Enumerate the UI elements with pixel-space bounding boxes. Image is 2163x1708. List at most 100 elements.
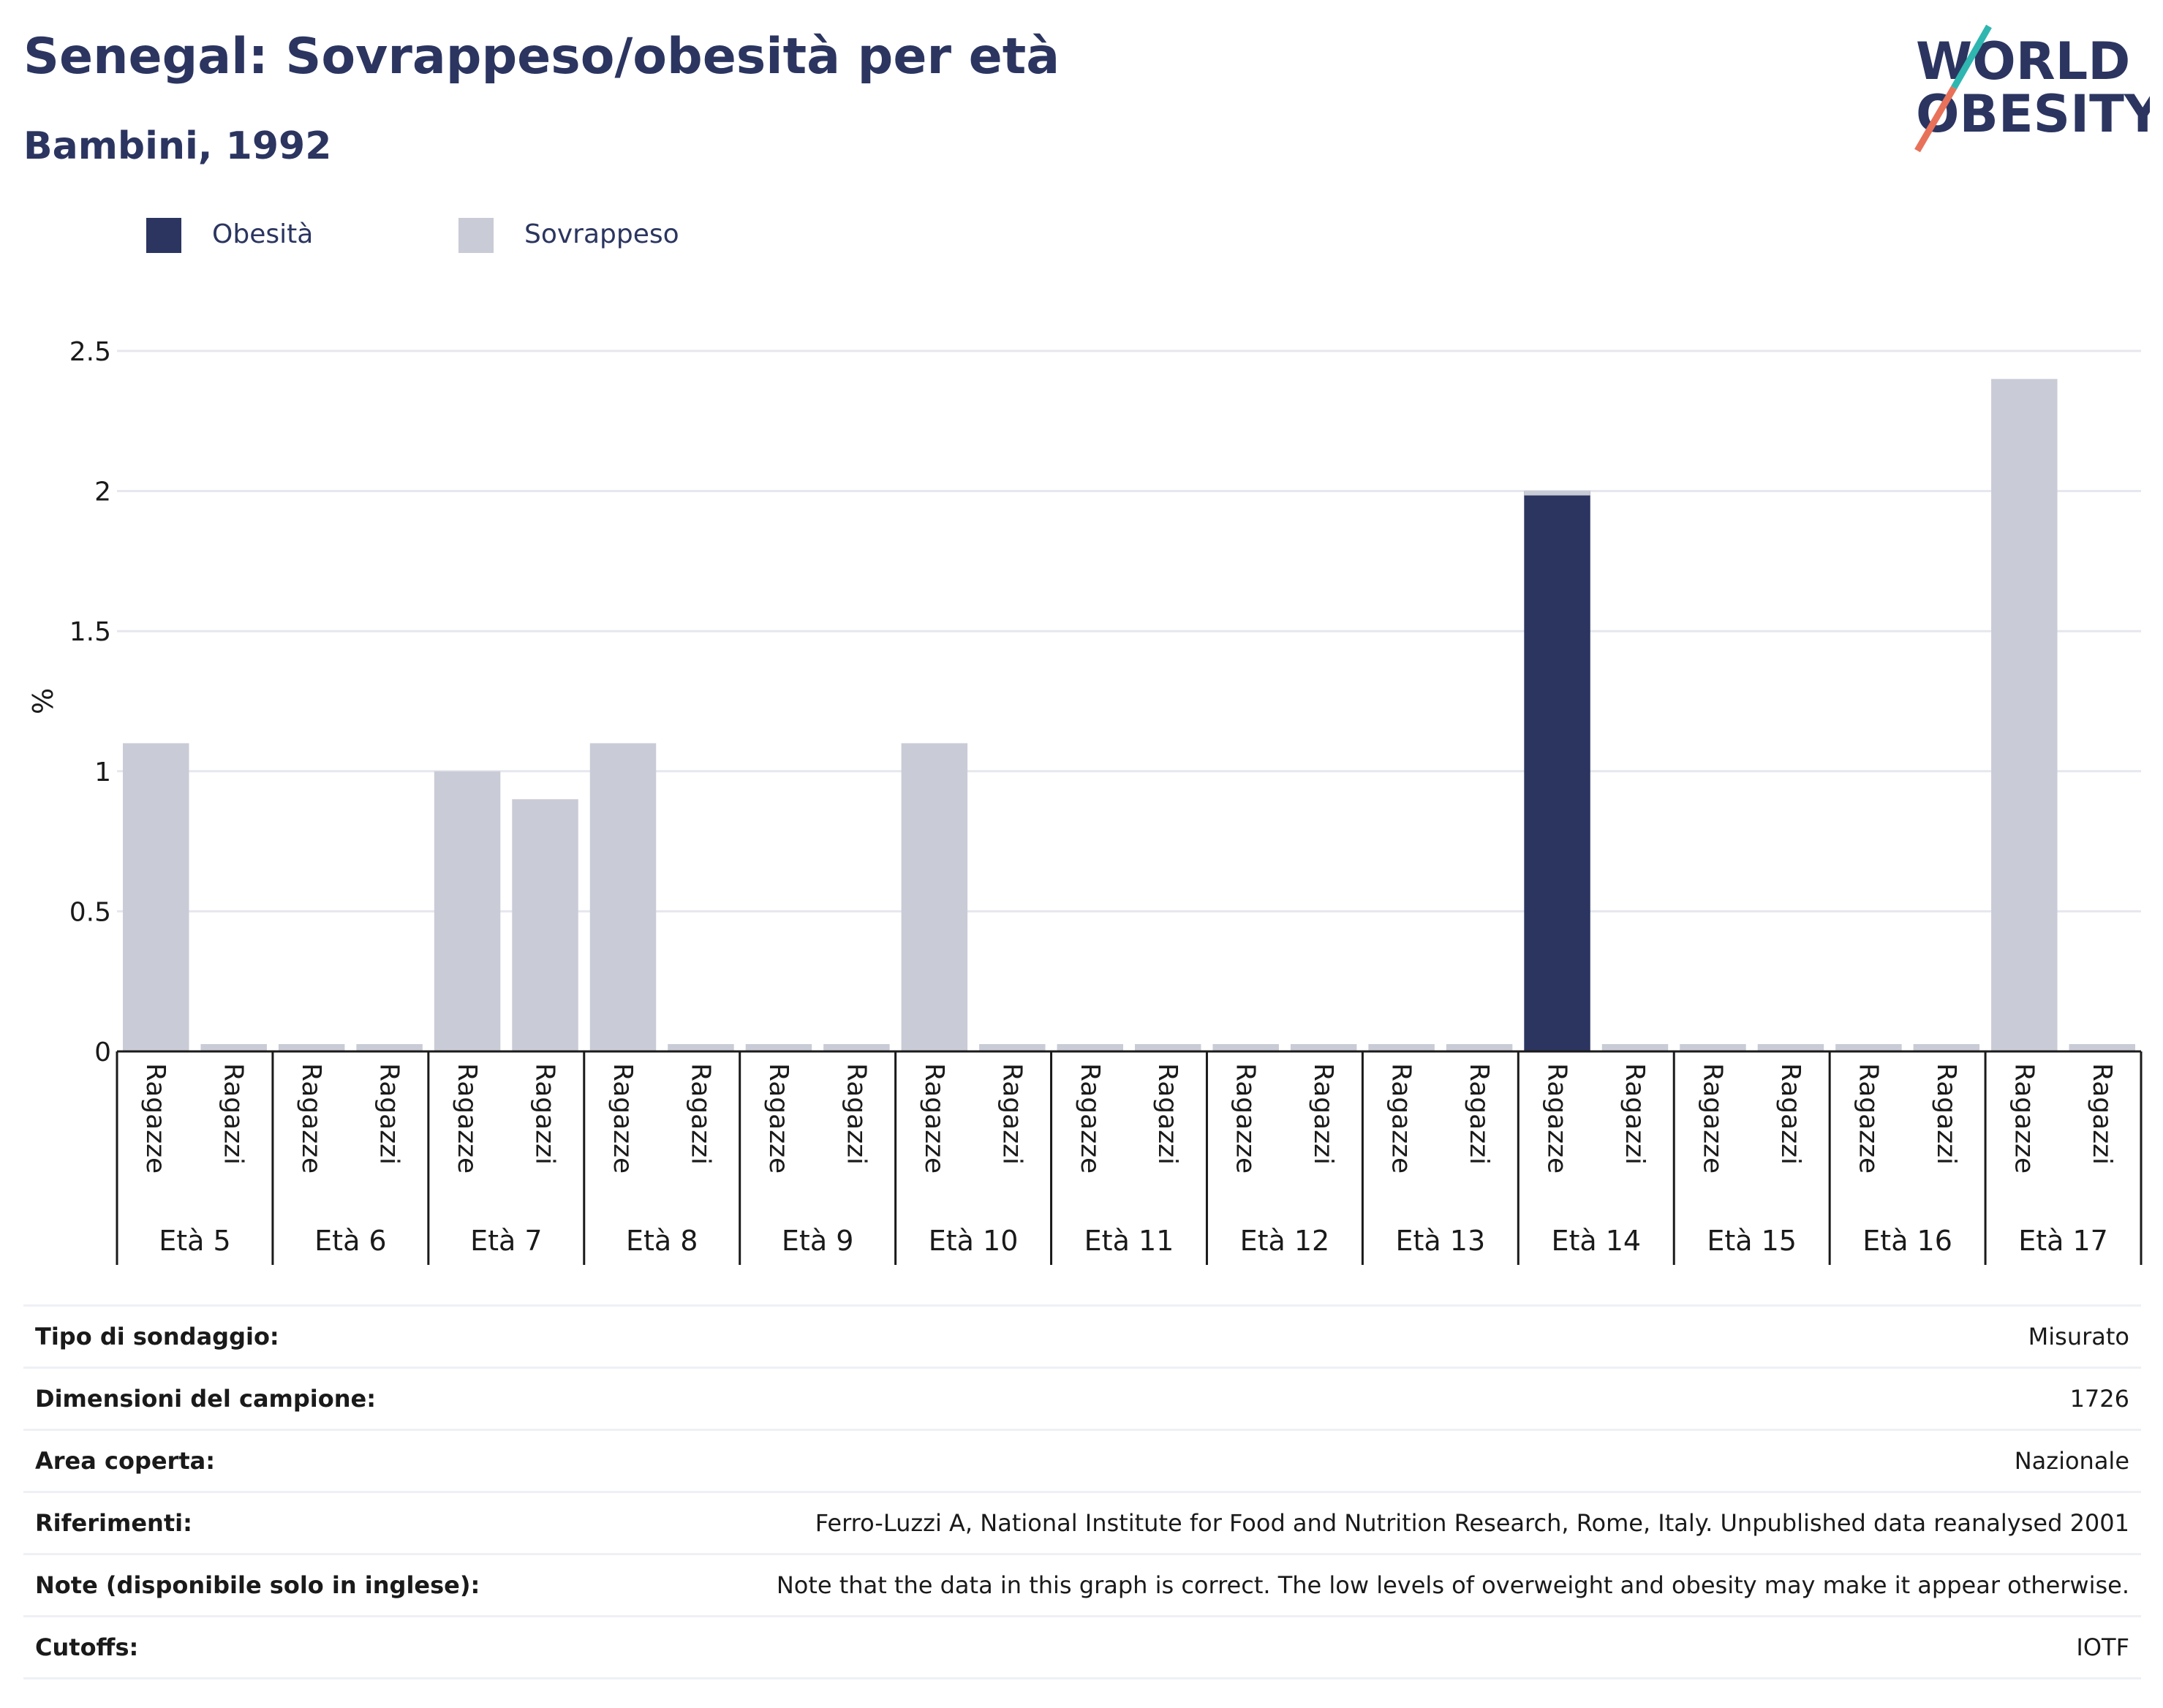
x-subcategory-label: Ragazze <box>1542 1063 1572 1174</box>
x-group-label: Età 11 <box>1084 1225 1174 1257</box>
info-row-area: Area coperta: Nazionale <box>23 1429 2141 1492</box>
bar-obesita <box>1524 491 1590 1051</box>
bar-empty <box>979 1044 1046 1051</box>
x-subcategory-label: Ragazzi <box>997 1063 1027 1165</box>
bar-empty <box>1212 1044 1279 1051</box>
x-subcategory-label: Ragazze <box>919 1063 949 1174</box>
info-key: Dimensioni del campione: <box>23 1367 559 1430</box>
x-group-label: Età 7 <box>470 1225 542 1257</box>
x-subcategory-label: Ragazze <box>1075 1063 1105 1174</box>
x-subcategory-label: Ragazzi <box>1308 1063 1338 1165</box>
bar-empty <box>1757 1044 1824 1051</box>
bar-sovrappeso <box>512 799 578 1051</box>
x-group-label: Età 10 <box>929 1225 1019 1257</box>
y-tick-label: 1 <box>94 757 111 787</box>
x-subcategory-label: Ragazze <box>296 1063 326 1174</box>
info-value: IOTF <box>559 1615 2141 1679</box>
x-subcategory-label: Ragazzi <box>1620 1063 1650 1165</box>
y-tick-label: 0.5 <box>69 897 111 927</box>
info-value: Note that the data in this graph is corr… <box>559 1553 2141 1617</box>
svg-text:OBESITY: OBESITY <box>1916 84 2150 144</box>
bar-empty <box>200 1044 267 1051</box>
bar-empty <box>1290 1044 1357 1051</box>
info-key: Tipo di sondaggio: <box>23 1304 559 1368</box>
x-subcategory-label: Ragazzi <box>2087 1063 2117 1165</box>
x-subcategory-label: Ragazzi <box>374 1063 404 1165</box>
y-axis-label: % <box>27 688 59 714</box>
legend-label-obesita: Obesità <box>212 219 314 249</box>
info-value: 1726 <box>559 1367 2141 1430</box>
bar-empty <box>278 1044 345 1051</box>
x-subcategory-label: Ragazze <box>140 1063 170 1174</box>
legend-swatch-sovrappeso <box>458 218 494 253</box>
bar-empty <box>1601 1044 1669 1051</box>
x-subcategory-label: Ragazzi <box>1152 1063 1182 1165</box>
x-subcategory-label: Ragazze <box>1853 1063 1883 1174</box>
info-row-tipo: Tipo di sondaggio: Misurato <box>23 1304 2141 1368</box>
svg-text:WORLD: WORLD <box>1916 31 2130 91</box>
x-subcategory-label: Ragazzi <box>1464 1063 1494 1165</box>
y-tick-label: 1.5 <box>69 617 111 647</box>
info-value: Misurato <box>559 1304 2141 1368</box>
x-subcategory-label: Ragazze <box>2009 1063 2039 1174</box>
bar-empty <box>1057 1044 1123 1051</box>
bar-sovrappeso <box>589 743 657 1051</box>
x-subcategory-label: Ragazze <box>452 1063 482 1174</box>
info-key: Area coperta: <box>23 1429 559 1492</box>
x-subcategory-label: Ragazzi <box>1775 1063 1805 1165</box>
info-value: Ferro-Luzzi A, National Institute for Fo… <box>559 1491 2141 1554</box>
bar-sovrappeso <box>1991 379 2058 1051</box>
bar-empty <box>823 1044 890 1051</box>
info-row-note: Note (disponibile solo in inglese): Note… <box>23 1553 2141 1617</box>
bar-empty <box>1913 1044 1980 1051</box>
bar-empty <box>1135 1044 1201 1051</box>
x-group-label: Età 13 <box>1396 1225 1486 1257</box>
bar-empty <box>1368 1044 1435 1051</box>
x-group-label: Età 8 <box>626 1225 698 1257</box>
info-row-riferimenti: Riferimenti: Ferro-Luzzi A, National Ins… <box>23 1491 2141 1554</box>
x-subcategory-label: Ragazze <box>1386 1063 1416 1174</box>
bar-sovrappeso <box>123 743 189 1051</box>
bar-empty <box>356 1044 423 1051</box>
bar-empty <box>1680 1044 1746 1051</box>
x-subcategory-label: Ragazze <box>608 1063 638 1174</box>
x-subcategory-label: Ragazzi <box>841 1063 871 1165</box>
x-subcategory-label: Ragazzi <box>1931 1063 1961 1165</box>
bar-sovrappeso <box>1524 491 1590 496</box>
x-group-label: Età 15 <box>1707 1225 1797 1257</box>
x-group-label: Età 16 <box>1862 1225 1952 1257</box>
y-tick-label: 2.5 <box>69 337 111 367</box>
x-subcategory-label: Ragazze <box>1231 1063 1261 1174</box>
x-subcategory-label: Ragazze <box>1697 1063 1727 1174</box>
bar-empty <box>745 1044 812 1051</box>
bar-empty <box>668 1044 734 1051</box>
x-group-label: Età 17 <box>2018 1225 2108 1257</box>
legend-swatch-obesita <box>146 218 181 253</box>
x-group-label: Età 6 <box>314 1225 386 1257</box>
y-tick-label: 2 <box>94 477 111 507</box>
bar-sovrappeso <box>901 743 968 1051</box>
bar-empty <box>1446 1044 1513 1051</box>
bar-empty <box>2069 1044 2135 1051</box>
x-group-label: Età 14 <box>1551 1225 1641 1257</box>
page-subtitle: Bambini, 1992 <box>23 124 332 168</box>
x-group-label: Età 5 <box>159 1225 230 1257</box>
x-group-label: Età 12 <box>1240 1225 1330 1257</box>
info-key: Note (disponibile solo in inglese): <box>23 1553 559 1617</box>
x-subcategory-label: Ragazzi <box>530 1063 560 1165</box>
info-key: Cutoffs: <box>23 1615 559 1679</box>
info-row-campione: Dimensioni del campione: 1726 <box>23 1367 2141 1430</box>
info-value: Nazionale <box>559 1429 2141 1492</box>
bar-chart: 0 0.5 1 1.5 2 2.5% Età 5 Ragazze Ragazzi Età 6 Rag… <box>27 337 2143 1265</box>
x-subcategory-label: Ragazzi <box>685 1063 715 1165</box>
info-key: Riferimenti: <box>23 1491 559 1554</box>
legend-label-sovrappeso: Sovrappeso <box>524 219 679 249</box>
info-row-cutoffs: Cutoffs: IOTF <box>23 1615 2141 1679</box>
x-subcategory-label: Ragazze <box>763 1063 793 1174</box>
page-title: Senegal: Sovrappeso/obesità per età <box>23 28 1060 86</box>
world-obesity-logo: WORLD OBESITY <box>1914 24 2150 153</box>
bar-empty <box>1835 1044 1902 1051</box>
survey-info-table: Tipo di sondaggio: Misurato Dimensioni d… <box>23 1304 2141 1679</box>
bar-sovrappeso <box>434 771 501 1051</box>
y-tick-label: 0 <box>94 1038 111 1068</box>
